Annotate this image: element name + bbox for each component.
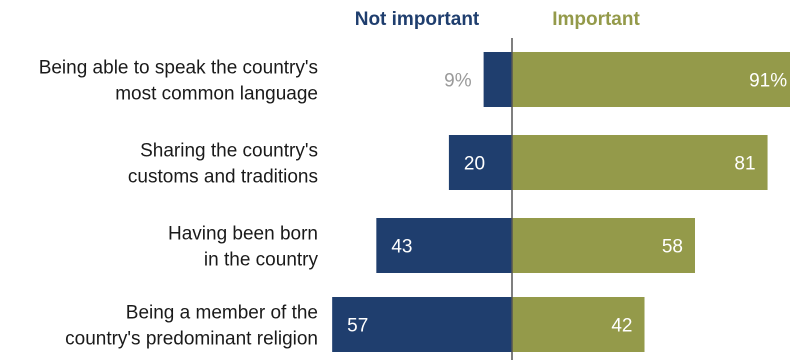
category-label-line: Being able to speak the country's (39, 58, 318, 79)
value-label-not-important: 43 (391, 237, 412, 258)
category-label-line: Being a member of the (126, 303, 318, 324)
category-label-line: Sharing the country's (140, 141, 318, 162)
category-label: Having been born in the country (168, 224, 318, 271)
category-label: Being a member of the country's predomina… (65, 303, 318, 350)
value-label-important: 91% (749, 71, 787, 92)
bars-layer: 9% 91% 20 81 43 58 57 42 (332, 52, 790, 352)
legend-important: Important (552, 9, 640, 30)
category-label-line: Having been born (168, 224, 318, 245)
category-label: Sharing the country's customs and traditi… (128, 141, 318, 188)
legend-not-important: Not important (355, 9, 480, 30)
category-label-line: country's predominant religion (65, 329, 318, 350)
category-labels-layer: Being able to speak the country's most co… (39, 58, 319, 350)
bar-important (512, 135, 768, 190)
category-label-line: customs and traditions (128, 167, 318, 188)
bar-not-important (483, 52, 512, 107)
value-label-not-important: 9% (444, 71, 472, 92)
bar-not-important (332, 297, 512, 352)
bar-important (512, 218, 695, 273)
value-label-not-important: 20 (464, 154, 485, 175)
bar-not-important (376, 218, 512, 273)
bar-important (512, 52, 790, 107)
category-label: Being able to speak the country's most co… (39, 58, 318, 105)
bar-not-important (448, 135, 512, 190)
value-label-important: 81 (734, 154, 755, 175)
category-label-line: in the country (204, 250, 319, 271)
value-label-important: 58 (662, 237, 683, 258)
bar-important (512, 297, 645, 352)
category-label-line: most common language (115, 84, 318, 105)
value-label-not-important: 57 (347, 316, 368, 337)
value-label-important: 42 (611, 316, 632, 337)
